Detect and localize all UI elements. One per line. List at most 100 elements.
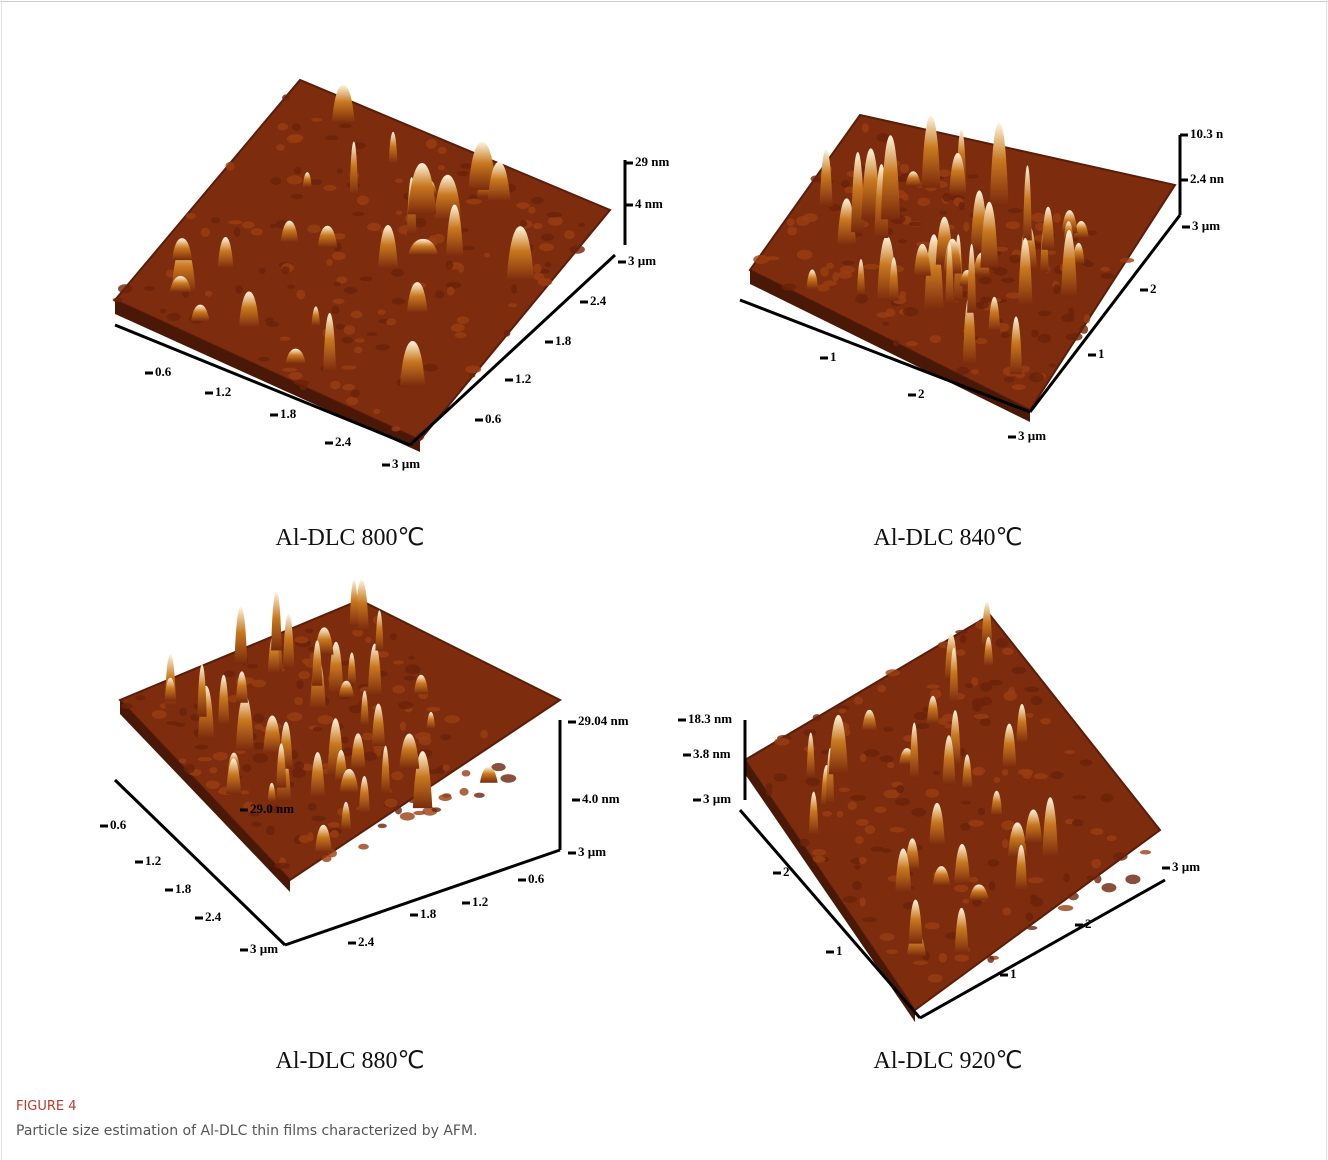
afm-texture	[1053, 284, 1060, 294]
afm-texture	[391, 426, 400, 431]
afm-texture	[854, 697, 863, 705]
afm-texture	[358, 844, 369, 850]
axis-label: 2	[1150, 281, 1157, 296]
afm-texture	[906, 341, 918, 346]
afm-texture	[911, 808, 926, 817]
afm-texture	[539, 243, 554, 251]
afm-texture	[186, 213, 196, 220]
panel-caption: Al-DLC 880℃	[276, 1048, 425, 1074]
afm-texture	[797, 250, 813, 260]
afm-texture	[504, 330, 511, 336]
afm-texture	[295, 636, 309, 643]
axis-label: 0.6	[485, 411, 502, 426]
afm-texture	[1031, 330, 1038, 337]
afm-texture	[876, 312, 890, 318]
afm-texture	[874, 807, 886, 813]
afm-peak	[922, 116, 941, 188]
axis-label: 2	[918, 386, 925, 401]
afm-texture	[1084, 262, 1094, 268]
panel-caption: Al-DLC 920℃	[874, 1048, 1023, 1074]
afm-texture	[288, 372, 302, 380]
afm-texture	[392, 298, 406, 304]
afm-texture	[1030, 895, 1037, 900]
afm-texture	[357, 195, 369, 205]
afm-texture	[865, 825, 876, 834]
afm-texture	[1008, 208, 1023, 213]
afm-texture	[533, 223, 543, 229]
axis-label: 2.4	[358, 934, 375, 949]
afm-texture	[135, 695, 145, 700]
axis-label: 3.8 nm	[693, 746, 731, 761]
afm-texture	[439, 794, 452, 801]
afm-texture	[395, 179, 403, 183]
afm-texture	[252, 821, 262, 827]
afm-texture	[822, 811, 832, 817]
afm-texture	[224, 671, 235, 677]
afm-texture	[458, 264, 464, 273]
afm-texture	[408, 655, 414, 659]
afm-texture	[367, 332, 378, 336]
afm-texture	[988, 859, 1000, 866]
afm-texture	[989, 881, 996, 890]
axis-label: 1	[836, 943, 843, 958]
afm-texture	[1038, 311, 1051, 317]
afm-texture	[1012, 384, 1026, 390]
axis-label: 18.3 nm	[688, 711, 732, 726]
afm-texture	[1107, 835, 1117, 841]
afm-panel: 29 nm4 nm3 µm2.41.81.20.60.61.21.82.43 µ…	[113, 80, 670, 471]
afm-texture	[337, 168, 343, 173]
afm-texture	[930, 335, 942, 343]
afm-texture	[971, 369, 979, 374]
afm-texture	[360, 276, 373, 281]
afm-texture	[914, 712, 928, 720]
afm-texture	[1061, 314, 1074, 322]
afm-texture	[533, 264, 541, 274]
figure-caption: Particle size estimation of Al-DLC thin …	[16, 1123, 478, 1139]
afm-texture	[438, 165, 445, 170]
afm-texture	[799, 839, 809, 847]
afm-texture	[826, 263, 834, 269]
afm-texture	[378, 824, 387, 829]
afm-texture	[455, 332, 467, 338]
afm-texture	[211, 217, 220, 223]
afm-texture	[330, 381, 340, 390]
afm-texture	[810, 176, 820, 183]
afm-texture	[955, 630, 968, 634]
afm-texture	[1002, 769, 1009, 775]
axis-label: 29.04 nm	[578, 713, 629, 728]
afm-texture	[307, 832, 313, 841]
axis-label: 1.8	[175, 881, 192, 896]
afm-texture	[1100, 273, 1115, 278]
afm-texture	[330, 830, 339, 838]
axis-label: 1.8	[280, 406, 297, 421]
afm-texture	[909, 221, 922, 226]
afm-texture	[1038, 334, 1051, 343]
afm-texture	[291, 194, 303, 200]
afm-texture	[850, 795, 866, 801]
afm-texture	[276, 144, 285, 150]
axis-label: 3 µm	[1172, 859, 1200, 874]
afm-texture	[311, 118, 322, 122]
afm-texture	[956, 649, 966, 655]
afm-texture	[355, 338, 365, 342]
afm-texture	[927, 684, 940, 688]
afm-texture	[813, 714, 822, 721]
axis-label: 4.0 nm	[582, 791, 620, 806]
afm-texture	[266, 321, 279, 327]
afm-texture	[862, 917, 877, 922]
axis-label: 3 µm	[250, 941, 278, 956]
afm-texture	[296, 290, 305, 300]
afm-texture	[855, 836, 864, 844]
afm-texture	[994, 777, 1001, 783]
afm-texture	[860, 754, 867, 762]
afm-texture	[882, 322, 889, 326]
afm-texture	[545, 262, 552, 267]
afm-texture	[294, 380, 309, 385]
afm-texture	[313, 727, 322, 732]
afm-texture	[294, 697, 303, 705]
afm-texture	[516, 202, 530, 209]
afm-peak	[271, 591, 282, 650]
afm-texture	[386, 319, 396, 326]
afm-texture	[446, 260, 454, 269]
afm-texture	[1100, 267, 1110, 272]
